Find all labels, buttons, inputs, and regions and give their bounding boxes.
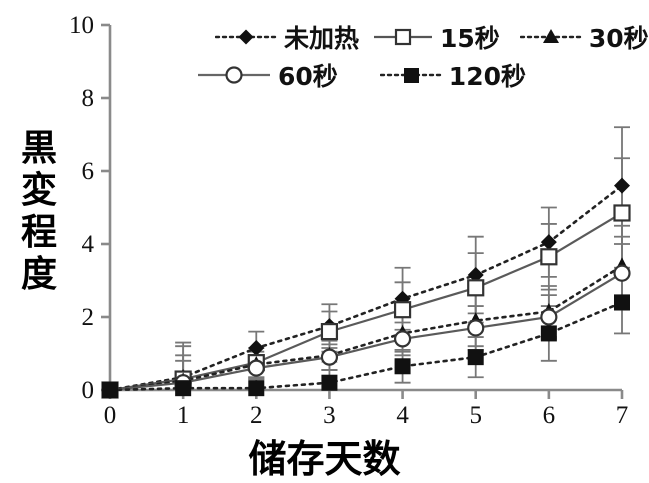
y-axis-title-char: 程 — [20, 212, 57, 253]
data-point-open-circle — [393, 330, 412, 348]
x-tick-label: 7 — [616, 402, 629, 429]
data-point-filled-diamond — [248, 340, 265, 357]
legend-swatch-open-square-icon — [374, 28, 433, 46]
data-point-open-square — [540, 248, 558, 266]
y-axis-title: 黒 変 程 度 — [8, 128, 70, 296]
data-point-filled-square — [248, 380, 265, 397]
tick-labels: 0 2 4 6 8 10 0 1 2 3 4 5 6 7 — [69, 12, 628, 429]
y-tick-label: 2 — [82, 304, 95, 331]
data-point-open-circle — [467, 319, 485, 337]
legend-item-unheated: 未加热 — [215, 19, 359, 55]
legend-label: 15秒 — [440, 24, 500, 53]
data-point-filled-square — [175, 380, 192, 397]
y-axis-title-char: 度 — [20, 254, 57, 295]
legend-swatch-filled-square-icon — [379, 68, 442, 83]
data-point-open-square — [613, 204, 631, 222]
legend-swatch-open-circle-icon — [198, 66, 270, 84]
data-point-filled-diamond — [467, 267, 484, 284]
y-axis-title-char: 黒 — [20, 128, 57, 169]
data-point-filled-square — [540, 325, 557, 342]
legend-swatch-diamond-icon — [215, 29, 277, 45]
series-line — [108, 301, 624, 392]
series-line — [108, 211, 624, 392]
legend-item-120s: 120秒 — [379, 57, 526, 93]
legend-label: 未加热 — [284, 24, 360, 53]
legend-row-1: 未加热 15秒 30秒 — [215, 18, 649, 56]
legend-swatch-triangle-icon — [519, 29, 582, 43]
data-point-filled-square — [614, 294, 630, 311]
data-series-group — [101, 126, 631, 399]
legend-item-30s: 30秒 — [519, 19, 649, 55]
series-line — [108, 184, 624, 392]
x-tick-label: 5 — [469, 402, 482, 429]
legend-item-15s: 15秒 — [373, 19, 500, 55]
legend-row-2: 60秒 120秒 — [198, 56, 645, 94]
data-point-filled-square — [467, 349, 484, 366]
x-tick-label: 2 — [250, 402, 263, 429]
data-point-filled-diamond — [614, 177, 630, 194]
legend-label: 60秒 — [278, 62, 338, 91]
chart-legend: 未加热 15秒 30秒 — [198, 18, 649, 94]
data-point-open-circle — [247, 359, 265, 377]
y-tick-label: 8 — [82, 85, 95, 112]
legend-label: 30秒 — [588, 24, 649, 53]
data-point-open-circle — [613, 264, 631, 282]
data-point-open-square — [467, 279, 485, 297]
x-tick-label: 6 — [543, 402, 556, 429]
x-tick-label: 1 — [177, 402, 190, 429]
x-tick-label: 4 — [396, 402, 409, 429]
data-point-open-square — [320, 323, 339, 341]
data-point-filled-square — [102, 382, 118, 398]
y-tick-label: 10 — [69, 12, 94, 39]
y-tick-label: 4 — [82, 231, 95, 258]
data-point-filled-square — [321, 374, 338, 391]
legend-item-60s: 60秒 — [197, 57, 338, 93]
y-tick-label: 0 — [82, 377, 95, 404]
x-tick-label: 0 — [104, 402, 117, 429]
data-point-filled-square — [394, 358, 411, 375]
data-point-open-circle — [540, 308, 558, 326]
axes — [101, 23, 624, 399]
legend-label: 120秒 — [448, 62, 526, 91]
series-line — [108, 264, 624, 392]
data-point-filled-diamond — [540, 234, 557, 251]
data-point-open-circle — [320, 348, 339, 366]
data-point-open-square — [393, 301, 412, 319]
x-tick-label: 3 — [323, 402, 336, 429]
x-axis-title: 储存天数 — [248, 437, 401, 481]
y-tick-label: 6 — [82, 158, 95, 185]
y-axis-title-char: 変 — [20, 170, 57, 211]
series-line — [108, 272, 624, 392]
